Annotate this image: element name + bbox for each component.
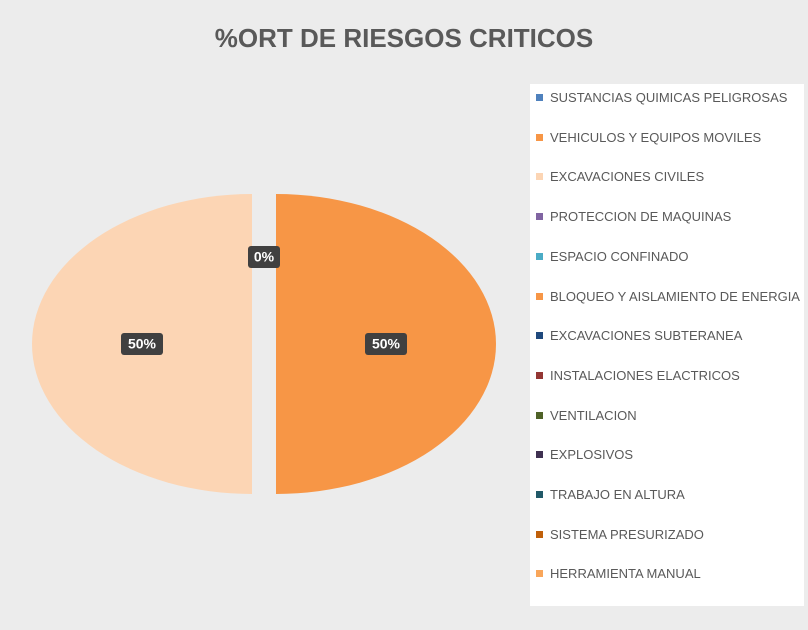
legend-item: HERRAMIENTA MANUAL	[536, 566, 808, 581]
data-label-box	[121, 333, 163, 355]
data-label: 0%	[254, 249, 275, 265]
legend-swatch	[536, 570, 543, 578]
legend-swatch	[536, 292, 543, 300]
data-label-box	[248, 246, 280, 268]
legend-item: BLOQUEO Y AISLAMIENTO DE ENERGIA	[536, 289, 808, 304]
legend-swatch	[536, 332, 543, 340]
legend-item: SISTEMA PRESURIZADO	[536, 527, 808, 542]
legend-label: EXPLOSIVOS	[550, 447, 634, 463]
legend-swatch	[536, 133, 543, 141]
data-label: 50%	[372, 336, 401, 352]
legend-item: INSTALACIONES ELACTRICOS	[536, 368, 808, 383]
legend-item: TRABAJO EN ALTURA	[536, 487, 808, 502]
legend-item: VEHICULOS Y EQUIPOS MOVILES	[536, 130, 808, 145]
legend-swatch	[536, 451, 543, 459]
data-label: 50%	[128, 336, 157, 352]
legend-item: PROTECCION DE MAQUINAS	[536, 209, 808, 224]
legend-label: EXCAVACIONES CIVILES	[550, 169, 705, 185]
legend-item: ESPACIO CONFINADO	[536, 249, 808, 264]
legend-label: VEHICULOS Y EQUIPOS MOVILES	[550, 129, 762, 145]
legend-label: TRABAJO EN ALTURA	[550, 487, 685, 502]
legend-label: VENTILACION	[550, 407, 637, 423]
legend: SUSTANCIAS QUIMICAS PELIGROSAS VEHICULOS …	[530, 84, 804, 606]
legend-label: EXCAVACIONES SUBTERANEA	[550, 328, 743, 344]
legend-item: EXCAVACIONES SUBTERANEA	[536, 328, 808, 343]
legend-swatch	[536, 94, 543, 101]
legend-swatch	[536, 411, 543, 419]
legend-swatch	[536, 252, 543, 260]
legend-label: INSTALACIONES ELACTRICOS	[550, 367, 740, 383]
legend-label: HERRAMIENTA MANUAL	[550, 566, 701, 582]
chart-title: %ORT DE RIESGOS CRITICOS	[215, 23, 594, 53]
legend-swatch	[536, 530, 543, 538]
legend-swatch	[536, 371, 543, 379]
legend-swatch	[536, 491, 543, 498]
legend-label: BLOQUEO Y AISLAMIENTO DE ENERGIA	[550, 288, 800, 304]
legend-item: SUSTANCIAS QUIMICAS PELIGROSAS	[536, 90, 808, 105]
legend-swatch	[536, 213, 543, 221]
legend-label: PROTECCION DE MAQUINAS	[550, 209, 732, 225]
data-label-box	[365, 333, 407, 355]
legend-label: SISTEMA PRESURIZADO	[550, 526, 704, 542]
legend-item: EXPLOSIVOS	[536, 447, 808, 462]
legend-label: SUSTANCIAS QUIMICAS PELIGROSAS	[550, 90, 788, 105]
legend-label: ESPACIO CONFINADO	[550, 248, 689, 264]
legend-swatch	[536, 173, 543, 181]
legend-item: EXCAVACIONES CIVILES	[536, 169, 808, 184]
legend-item: VENTILACION	[536, 408, 808, 423]
